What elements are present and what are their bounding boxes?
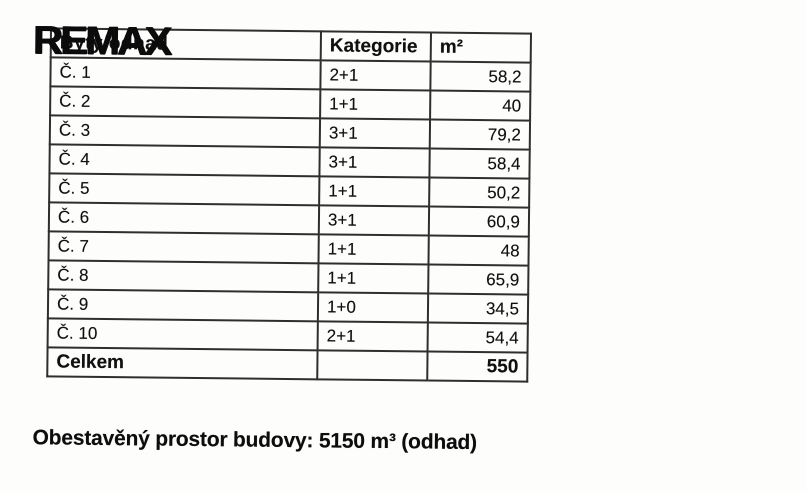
- total-area-value: 550: [427, 351, 528, 382]
- total-label: Celkem: [47, 347, 318, 380]
- apartments-table: Byty/odhad Kategorie m² Č. 1 2+1 58,2 Č.…: [46, 27, 532, 382]
- area-value: 58,2: [430, 61, 531, 92]
- area-value: 34,5: [427, 293, 529, 324]
- kategorie-value: 3+1: [319, 147, 430, 178]
- unit-label: Č. 3: [49, 115, 321, 148]
- area-value: 60,9: [428, 206, 530, 237]
- unit-label: Č. 9: [47, 289, 319, 322]
- unit-label: Č. 7: [48, 231, 319, 264]
- col-header-kategorie: Kategorie: [320, 31, 431, 62]
- kategorie-value: 1+1: [318, 263, 429, 294]
- kategorie-value: 3+1: [319, 118, 431, 149]
- area-value: 50,2: [429, 177, 530, 208]
- unit-label: Č. 4: [49, 144, 320, 177]
- area-value: 58,4: [429, 148, 530, 179]
- kategorie-value: 2+1: [320, 60, 431, 91]
- area-value: 48: [428, 235, 529, 266]
- unit-label: Č. 6: [48, 202, 320, 235]
- total-kategorie-empty: [317, 350, 428, 381]
- area-value: 54,4: [427, 322, 528, 353]
- area-value: 40: [430, 90, 531, 121]
- unit-label: Č. 10: [47, 318, 318, 351]
- table-total-row: Celkem 550: [47, 347, 528, 382]
- unit-label: Č. 8: [48, 260, 319, 293]
- area-value: 65,9: [428, 264, 529, 295]
- kategorie-value: 1+1: [318, 234, 429, 265]
- unit-label: Č. 2: [50, 86, 321, 119]
- kategorie-value: 1+1: [319, 176, 430, 207]
- unit-label: Č. 5: [49, 173, 320, 206]
- kategorie-value: 1+1: [320, 89, 431, 120]
- col-header-unit: Byty/odhad: [50, 28, 322, 61]
- kategorie-value: 1+0: [317, 292, 429, 323]
- col-header-m2: m²: [430, 32, 531, 63]
- area-value: 79,2: [429, 119, 531, 150]
- building-volume-note: Obestavěný prostor budovy: 5150 m³ (odha…: [32, 426, 478, 455]
- kategorie-value: 2+1: [317, 321, 428, 352]
- unit-label: Č. 1: [50, 57, 321, 90]
- kategorie-value: 3+1: [318, 205, 430, 236]
